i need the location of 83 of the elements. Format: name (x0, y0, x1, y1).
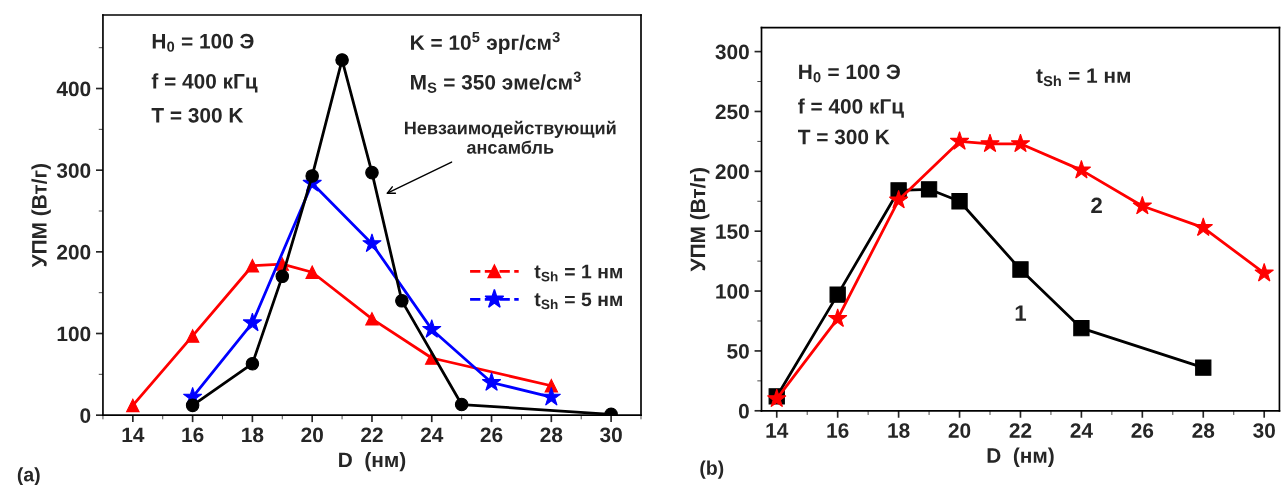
y-tick-label: 250 (715, 104, 749, 120)
annotation: T = 300 K (798, 129, 890, 145)
point (362, 233, 382, 253)
x-tick-label: 26 (480, 427, 503, 443)
point (185, 329, 200, 343)
x-tick-label: 22 (361, 427, 383, 443)
point (245, 258, 260, 273)
point (888, 189, 909, 209)
point (980, 133, 1000, 153)
x-tick-label: 22 (1009, 423, 1032, 438)
point (1132, 195, 1153, 215)
y-tick-label: 200 (715, 164, 749, 180)
x-tick-label: 18 (888, 423, 910, 438)
point (1073, 320, 1090, 337)
annotation: M$_{S}$ = 350 эме/см$^{3}$ (411, 71, 581, 93)
point (454, 397, 469, 412)
y-tick-label: 300 (56, 163, 91, 178)
y-tick-label: 0 (80, 408, 91, 423)
legend-label: t$_{Sh}$ = 5 нм (534, 292, 622, 310)
x-tick-label: 20 (948, 423, 971, 438)
annotation: H$_{0}$ = 100 Э (799, 64, 900, 83)
annotation: t$_{Sh}$ = 1 нм (1036, 68, 1130, 87)
x-tick-label: 20 (301, 427, 323, 443)
y-tick-label: 150 (716, 224, 749, 239)
point (829, 286, 846, 303)
x-tick-label: 14 (122, 427, 145, 443)
point (481, 372, 502, 391)
point (365, 312, 379, 326)
x-tick-label: 14 (766, 423, 789, 438)
point (1012, 261, 1029, 278)
point (1193, 217, 1214, 236)
x-tick-label: 26 (1131, 423, 1154, 438)
x-tick-label: 16 (827, 423, 849, 438)
point (335, 53, 349, 67)
annotation: f = 400 кГц (798, 98, 904, 118)
x-tick-label: 24 (420, 427, 444, 443)
y-tick-label: 100 (716, 284, 749, 299)
point (421, 319, 442, 338)
point (827, 308, 848, 327)
annotation: Невзаимодействующий ансамбль (404, 120, 616, 154)
point (949, 131, 970, 150)
x-tick-label: 16 (182, 427, 204, 443)
point (1254, 262, 1274, 282)
point (1071, 159, 1092, 179)
y-tick-label: 400 (56, 81, 91, 97)
text: (a) (17, 467, 40, 485)
point (305, 265, 319, 280)
point (275, 269, 290, 284)
point (920, 181, 938, 198)
y-tick-label: 200 (57, 244, 91, 260)
annotation: T = 300 K (151, 107, 244, 123)
point (1195, 359, 1212, 376)
y-tick-label: 50 (727, 343, 749, 359)
series-label: 2 (1091, 197, 1102, 214)
point (1010, 133, 1031, 153)
text: (b) (700, 460, 724, 479)
y-axis-title: УПМ (Вт/г) (689, 168, 710, 272)
point (305, 169, 319, 183)
y-tick-label: 300 (715, 44, 749, 60)
x-tick-label: 24 (1070, 423, 1093, 438)
series-label: 1 (1015, 305, 1027, 321)
y-axis-title: УПМ (Вт/г) (31, 163, 51, 268)
annotation: K = 10$^{5}$ эрг/см$^{3}$ (411, 31, 560, 55)
annotation: H$_{0}$ = 100 Э (152, 33, 254, 52)
point (541, 386, 562, 406)
y-tick-label: 0 (738, 403, 749, 419)
legend-label: t$_{Sh}$ = 1 нм (534, 264, 622, 282)
x-axis-title: D (нм) (987, 447, 1054, 467)
point (395, 294, 409, 308)
y-tick-label: 100 (57, 326, 91, 342)
x-tick-label: 18 (242, 427, 264, 443)
point (185, 398, 200, 413)
point (245, 356, 260, 371)
point (365, 165, 379, 180)
x-tick-label: 30 (600, 427, 622, 443)
x-axis-title: D (нм) (339, 451, 406, 472)
x-tick-label: 28 (1192, 423, 1215, 438)
x-tick-label: 28 (540, 427, 563, 443)
point (242, 312, 263, 332)
point (126, 398, 140, 413)
point (951, 193, 968, 210)
x-tick-label: 30 (1253, 423, 1275, 438)
annotation: f = 400 кГц (151, 73, 258, 93)
